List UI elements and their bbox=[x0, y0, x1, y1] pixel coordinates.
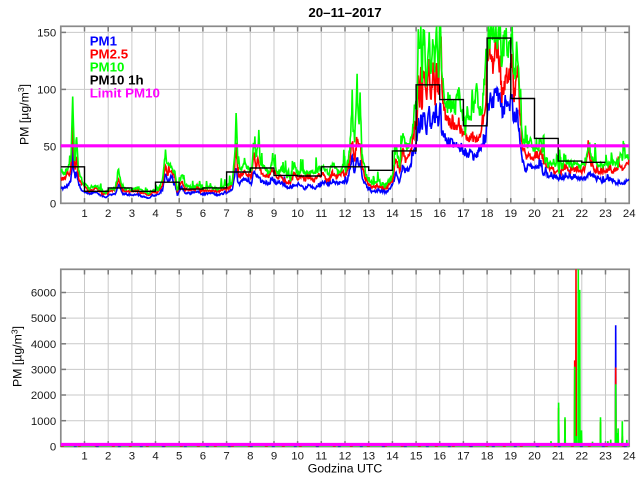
svg-text:50: 50 bbox=[44, 141, 57, 153]
svg-text:6: 6 bbox=[200, 451, 206, 463]
svg-text:8: 8 bbox=[247, 208, 253, 220]
svg-text:5000: 5000 bbox=[31, 313, 56, 325]
svg-text:PM2.5: PM2.5 bbox=[90, 47, 129, 62]
svg-text:12: 12 bbox=[339, 208, 352, 220]
svg-text:20: 20 bbox=[528, 451, 541, 463]
svg-text:0: 0 bbox=[50, 441, 56, 453]
svg-text:20–11–2017: 20–11–2017 bbox=[308, 5, 381, 20]
svg-text:14: 14 bbox=[386, 208, 399, 220]
svg-text:PM10: PM10 bbox=[90, 60, 125, 75]
svg-text:Godzina UTC: Godzina UTC bbox=[308, 462, 383, 476]
svg-text:15: 15 bbox=[410, 451, 423, 463]
svg-text:7: 7 bbox=[223, 208, 229, 220]
svg-text:5: 5 bbox=[176, 208, 182, 220]
svg-text:11: 11 bbox=[315, 208, 327, 220]
svg-text:10: 10 bbox=[291, 451, 304, 463]
svg-text:6000: 6000 bbox=[31, 288, 56, 300]
svg-text:17: 17 bbox=[457, 208, 470, 220]
svg-text:14: 14 bbox=[386, 451, 399, 463]
svg-text:23: 23 bbox=[599, 208, 612, 220]
svg-text:9: 9 bbox=[271, 208, 277, 220]
svg-text:22: 22 bbox=[575, 451, 588, 463]
svg-text:PM1: PM1 bbox=[90, 34, 118, 49]
svg-text:19: 19 bbox=[504, 451, 517, 463]
svg-text:11: 11 bbox=[315, 451, 327, 463]
svg-text:24: 24 bbox=[623, 208, 636, 220]
svg-text:150: 150 bbox=[37, 28, 56, 40]
svg-text:3000: 3000 bbox=[31, 365, 56, 377]
svg-text:12: 12 bbox=[339, 451, 352, 463]
svg-text:16: 16 bbox=[433, 451, 446, 463]
svg-text:21: 21 bbox=[552, 451, 565, 463]
svg-text:13: 13 bbox=[362, 451, 375, 463]
svg-text:2: 2 bbox=[105, 208, 111, 220]
svg-text:13: 13 bbox=[362, 208, 375, 220]
svg-text:21: 21 bbox=[552, 208, 565, 220]
svg-text:100: 100 bbox=[37, 85, 56, 97]
svg-text:2: 2 bbox=[105, 451, 111, 463]
svg-text:24: 24 bbox=[623, 451, 636, 463]
svg-text:10: 10 bbox=[291, 208, 304, 220]
svg-text:2000: 2000 bbox=[31, 390, 56, 402]
svg-text:PM [µg/m3]: PM [µg/m3] bbox=[16, 84, 31, 145]
svg-text:15: 15 bbox=[410, 208, 423, 220]
svg-text:23: 23 bbox=[599, 451, 612, 463]
svg-text:20: 20 bbox=[528, 208, 541, 220]
svg-text:7: 7 bbox=[223, 451, 229, 463]
svg-text:1000: 1000 bbox=[31, 416, 56, 428]
svg-text:22: 22 bbox=[575, 208, 588, 220]
svg-text:1: 1 bbox=[81, 451, 87, 463]
svg-text:18: 18 bbox=[481, 208, 494, 220]
svg-text:9: 9 bbox=[271, 451, 277, 463]
svg-text:16: 16 bbox=[433, 208, 446, 220]
svg-text:6: 6 bbox=[200, 208, 206, 220]
svg-text:4: 4 bbox=[152, 451, 158, 463]
svg-text:1: 1 bbox=[81, 208, 87, 220]
svg-text:8: 8 bbox=[247, 451, 253, 463]
svg-text:Limit PM10: Limit PM10 bbox=[90, 86, 160, 101]
svg-text:3: 3 bbox=[129, 451, 135, 463]
svg-text:3: 3 bbox=[129, 208, 135, 220]
svg-text:0: 0 bbox=[50, 198, 56, 210]
svg-text:19: 19 bbox=[504, 208, 517, 220]
svg-text:PM10 1h: PM10 1h bbox=[90, 73, 144, 88]
svg-text:4: 4 bbox=[152, 208, 158, 220]
svg-text:17: 17 bbox=[457, 451, 470, 463]
svg-text:PM [µg/m3]: PM [µg/m3] bbox=[9, 326, 24, 387]
svg-text:18: 18 bbox=[481, 451, 494, 463]
svg-text:4000: 4000 bbox=[31, 339, 56, 351]
svg-text:5: 5 bbox=[176, 451, 182, 463]
